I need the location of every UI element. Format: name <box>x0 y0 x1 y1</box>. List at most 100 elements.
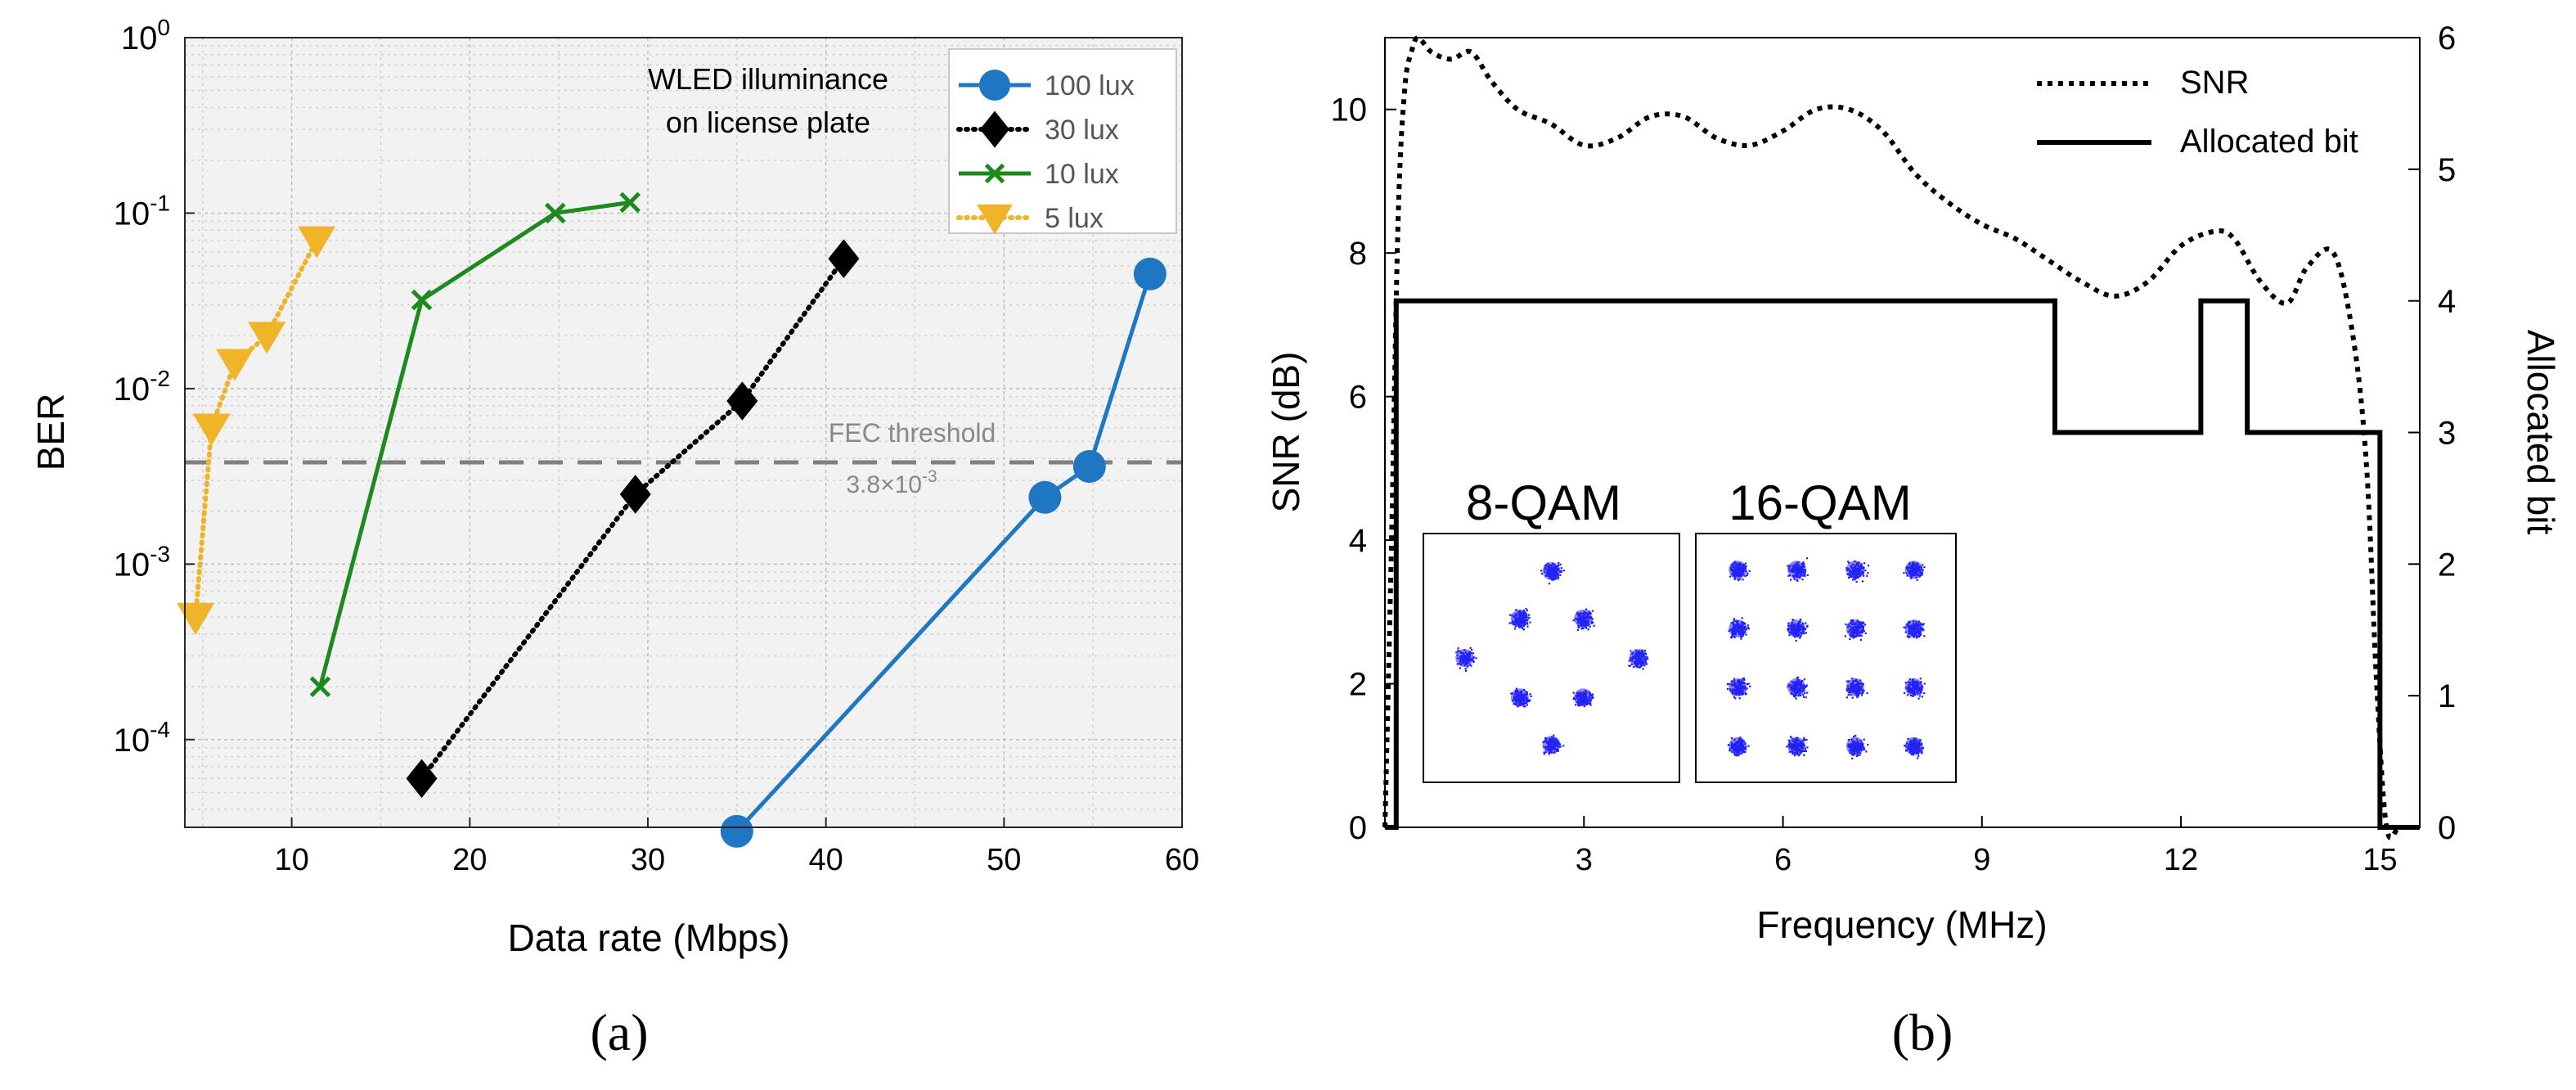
y-tick-label-a: 10-4 <box>114 717 170 759</box>
constellation-sample <box>1850 754 1853 756</box>
marker-triangle-down <box>977 204 1013 235</box>
constellation-sample <box>1862 621 1864 624</box>
constellation-sample <box>1560 567 1562 570</box>
constellation-core <box>1787 619 1806 638</box>
series-group-b <box>1382 34 2420 840</box>
constellation-sample <box>1544 751 1547 754</box>
constellation-sample <box>1591 618 1594 620</box>
constellation-sample <box>1472 652 1474 655</box>
y-tick-label-left-b: 4 <box>1349 523 1367 559</box>
x-tick-label-a: 60 <box>1165 843 1199 877</box>
constellation-sample <box>1799 637 1801 639</box>
constellation-sample <box>1850 635 1852 637</box>
marker-triangle-down <box>192 413 231 446</box>
constellation-sample <box>1920 750 1922 753</box>
constellation-sample <box>1749 685 1751 687</box>
series-100-lux <box>720 257 1167 848</box>
constellation-cluster <box>1845 735 1869 760</box>
constellation-sample <box>1560 571 1562 574</box>
series-line <box>735 273 1153 833</box>
constellation-sample <box>1802 696 1805 698</box>
constellation-sample <box>1464 668 1467 670</box>
constellation-sample <box>1646 663 1648 665</box>
marker-x <box>619 191 641 214</box>
constellation-sample <box>1456 663 1459 665</box>
constellation-sample <box>1864 632 1867 634</box>
legend-label: 100 lux <box>1045 70 1135 101</box>
constellation-sample <box>1803 754 1805 756</box>
constellation-sample <box>1805 622 1807 624</box>
constellation-cluster <box>1903 561 1926 581</box>
constellation-cluster <box>1904 736 1924 759</box>
x-tick-label-a: 30 <box>631 843 665 877</box>
constellation-sample <box>1741 617 1743 619</box>
constellation-sample <box>1863 562 1866 565</box>
constellation-sample <box>1742 677 1745 679</box>
constellation-sample <box>1562 745 1565 747</box>
constellation-sample <box>1866 574 1868 577</box>
constellation-sample <box>1572 619 1575 622</box>
constellation-sample <box>1591 695 1594 697</box>
constellation-sample <box>1472 655 1475 658</box>
legend-title-line-1: WLED illuminance <box>648 62 888 96</box>
constellation-sample <box>1917 754 1920 757</box>
y-tick-label-right-b: 5 <box>2438 152 2456 188</box>
constellation-sample <box>1737 578 1739 580</box>
marker-triangle-down <box>177 602 215 635</box>
constellation-sample <box>1470 664 1472 667</box>
constellation-sample <box>1585 608 1588 610</box>
constellation-sample <box>1582 627 1585 629</box>
constellation-sample <box>1747 745 1750 747</box>
constellation-sample <box>1508 622 1511 624</box>
constellation-sample <box>1800 694 1802 696</box>
constellation-sample <box>1745 633 1747 636</box>
constellation-sample <box>1922 623 1925 625</box>
legend-label: 30 lux <box>1045 115 1119 146</box>
constellation-sample <box>1525 608 1527 610</box>
constellation-sample <box>1802 693 1805 696</box>
y-axis-label-right-b: Allocated bit <box>2520 330 2562 535</box>
constellation-sample <box>1472 660 1475 662</box>
constellation-sample <box>1847 561 1850 563</box>
constellation-sample <box>1853 736 1855 738</box>
constellation-core <box>1729 736 1747 755</box>
constellation-sample <box>1794 695 1796 698</box>
constellation-sample <box>1559 745 1562 748</box>
y-tick-label-left-b: 6 <box>1349 380 1367 416</box>
constellation-sample <box>1557 578 1559 580</box>
constellation-sample <box>1744 691 1747 695</box>
constellation-sample <box>1457 647 1459 650</box>
constellation-sample <box>1866 692 1868 695</box>
legend-label: 5 lux <box>1045 203 1104 234</box>
constellation-sample <box>1803 632 1805 635</box>
constellation-sample <box>1747 572 1749 574</box>
constellation-sample <box>1802 561 1805 564</box>
constellation-cluster <box>1729 561 1751 582</box>
constellation-sample <box>1522 628 1525 631</box>
constellation-sample <box>1548 583 1551 585</box>
series-30-lux <box>406 239 860 799</box>
constellation-sample <box>1806 691 1809 694</box>
constellation-sample <box>1796 677 1798 679</box>
constellation-sample <box>1515 609 1517 611</box>
constellation-sample <box>1805 557 1808 560</box>
legend-a: 100 lux 30 lux 10 lux 5 lux <box>948 48 1177 235</box>
constellation-cluster <box>1903 619 1926 639</box>
constellation-sample <box>1865 750 1868 753</box>
y-tick-label-right-b: 3 <box>2438 416 2456 452</box>
constellation-sample <box>1805 628 1807 630</box>
constellation-sample <box>1746 574 1748 577</box>
constellation-sample <box>1804 574 1806 577</box>
marker-x <box>984 163 1005 184</box>
constellation-sample <box>1867 572 1869 574</box>
marker-circle <box>1133 257 1167 291</box>
constellation-cluster <box>1542 734 1565 755</box>
constellation-sample <box>1859 638 1862 641</box>
legend-label: 10 lux <box>1045 159 1119 190</box>
constellation-sample <box>1848 561 1850 564</box>
constellation-cluster <box>1572 688 1594 708</box>
constellation-sample <box>1592 621 1594 624</box>
constellation-sample <box>1628 664 1630 667</box>
constellation-sample <box>1746 683 1749 686</box>
